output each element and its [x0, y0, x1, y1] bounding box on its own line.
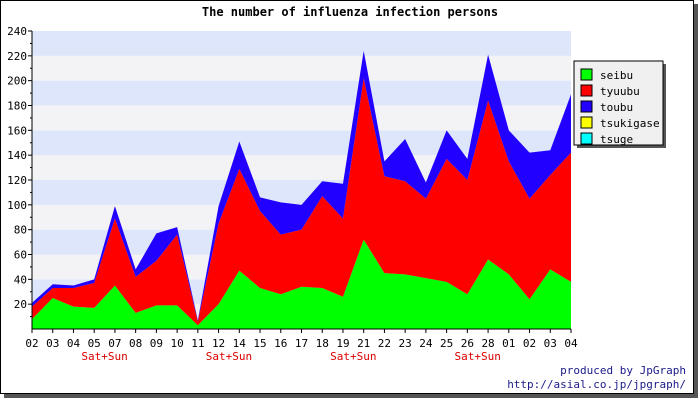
x-tick-label: 23: [399, 337, 412, 350]
legend-swatch: [580, 132, 593, 145]
x-tick-label: 10: [170, 337, 183, 350]
x-tick-label: 03: [46, 337, 59, 350]
y-tick-label: 20: [14, 298, 27, 311]
x-tick-label: 28: [481, 337, 494, 350]
x-tick-label: 17: [295, 337, 308, 350]
y-tick-label: 200: [7, 75, 27, 88]
x-tick-label: 15: [253, 337, 266, 350]
y-tick-label: 240: [7, 25, 27, 38]
legend-label: tyuubu: [600, 85, 640, 98]
weekend-marker: Sat+Sun: [206, 350, 252, 363]
x-tick-label: 03: [544, 337, 557, 350]
x-tick-label: 19: [336, 337, 349, 350]
x-tick-label: 07: [108, 337, 121, 350]
x-tick-label: 11: [191, 337, 204, 350]
weekend-marker: Sat+Sun: [455, 350, 501, 363]
credit-line-1: produced by JpGraph: [560, 364, 686, 377]
x-tick-label: 01: [502, 337, 515, 350]
weekend-marker: Sat+Sun: [81, 350, 127, 363]
x-tick-label: 04: [67, 337, 81, 350]
y-tick-label: 140: [7, 149, 27, 162]
series-area-tyuubu: [32, 78, 571, 326]
x-tick-label: 04: [564, 337, 578, 350]
legend-label: tsukigase: [600, 117, 660, 130]
y-tick-label: 80: [14, 224, 27, 237]
legend-label: seibu: [600, 69, 633, 82]
x-tick-label: 02: [523, 337, 536, 350]
y-tick-label: 100: [7, 199, 27, 212]
y-tick-label: 220: [7, 50, 27, 63]
x-tick-label: 18: [316, 337, 329, 350]
legend-swatch: [580, 84, 593, 97]
y-tick-label: 160: [7, 124, 27, 137]
legend-label: tsuge: [600, 133, 633, 146]
legend-swatch: [580, 100, 593, 113]
legend-swatch: [580, 68, 593, 81]
x-tick-label: 09: [150, 337, 163, 350]
x-tick-label: 26: [461, 337, 474, 350]
grid-band: [32, 31, 571, 56]
weekend-marker: Sat+Sun: [330, 350, 376, 363]
y-tick-label: 180: [7, 100, 27, 113]
x-tick-label: 02: [25, 337, 38, 350]
legend-label: toubu: [600, 101, 633, 114]
x-tick-label: 08: [129, 337, 142, 350]
x-tick-label: 25: [440, 337, 453, 350]
x-tick-label: 16: [274, 337, 287, 350]
x-tick-label: 14: [233, 337, 247, 350]
legend: seibu tyuubu toubu tsukigase tsuge: [573, 60, 666, 148]
x-tick-label: 12: [212, 337, 225, 350]
x-tick-label: 05: [88, 337, 101, 350]
y-tick-label: 120: [7, 174, 27, 187]
series-area-seibu: [32, 239, 571, 329]
grid-band: [32, 55, 571, 81]
credit-line-2: http://asial.co.jp/jpgraph/: [507, 378, 686, 391]
y-tick-label: 60: [14, 249, 27, 262]
y-tick-label: 40: [14, 273, 27, 286]
x-tick-label: 22: [378, 337, 391, 350]
x-tick-label: 21: [357, 337, 370, 350]
x-tick-label: 24: [419, 337, 433, 350]
legend-swatch: [580, 116, 593, 129]
chart-title: The number of influenza infection person…: [202, 5, 498, 19]
